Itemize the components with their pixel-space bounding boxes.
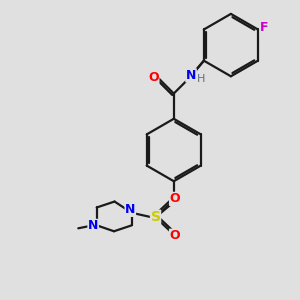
Text: N: N [88,219,98,232]
Text: O: O [148,71,159,84]
Text: O: O [169,229,180,242]
Text: S: S [151,210,160,224]
Text: H: H [196,74,205,84]
Text: N: N [186,69,196,82]
Text: F: F [260,22,269,34]
Text: N: N [125,203,136,216]
Text: O: O [169,192,180,206]
